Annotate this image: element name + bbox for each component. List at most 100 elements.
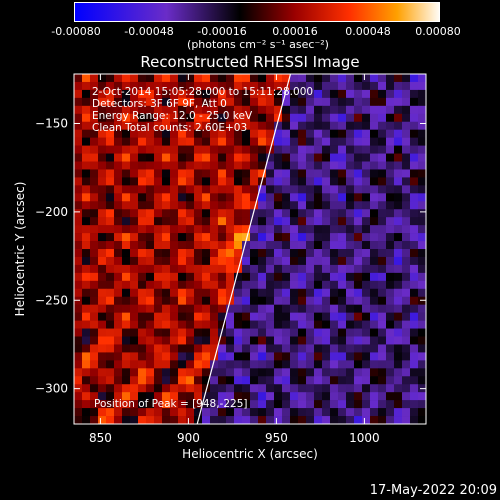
heatmap-cell (362, 328, 371, 337)
heatmap-cell (298, 392, 307, 401)
heatmap-cell (402, 89, 411, 99)
heatmap-cell (322, 233, 331, 242)
heatmap-cell (82, 233, 91, 242)
heatmap-cell (130, 113, 139, 123)
heatmap-cell (306, 113, 315, 123)
heatmap-cell (194, 145, 203, 154)
heatmap-cell (314, 376, 323, 385)
heatmap-cell (210, 272, 219, 282)
heatmap-cell (122, 121, 131, 130)
heatmap-cell (378, 400, 387, 409)
heatmap-cell (386, 392, 395, 401)
heatmap-cell (370, 400, 379, 409)
heatmap-cell (162, 256, 171, 266)
heatmap-cell (314, 217, 323, 226)
heatmap-cell (250, 169, 259, 178)
heatmap-cell (266, 288, 275, 298)
heatmap-cell (114, 97, 123, 107)
heatmap-cell (178, 121, 187, 130)
heatmap-cell (202, 113, 211, 123)
heatmap-cell (274, 81, 283, 91)
heatmap-cell (330, 280, 339, 290)
heatmap-cell (106, 97, 115, 107)
heatmap-cell (74, 304, 83, 313)
heatmap-cell (378, 328, 387, 337)
x-tick-label: 900 (177, 431, 200, 445)
heatmap-cell (250, 352, 259, 361)
heatmap-cell (338, 89, 347, 99)
heatmap-cell (250, 408, 259, 417)
heatmap-cell (250, 81, 259, 91)
heatmap-cell (362, 296, 371, 305)
heatmap-cell (290, 161, 299, 170)
heatmap-cell (274, 352, 283, 361)
heatmap-cell (130, 209, 139, 218)
heatmap-cell (170, 256, 179, 266)
heatmap-cell (362, 360, 371, 369)
heatmap-cell (114, 217, 123, 226)
heatmap-cell (194, 193, 203, 202)
heatmap-cell (330, 185, 339, 194)
heatmap-cell (154, 336, 163, 345)
heatmap-cell (90, 264, 99, 274)
heatmap-cell (410, 97, 419, 107)
heatmap-cell (274, 225, 283, 234)
heatmap-cell (418, 129, 427, 138)
heatmap-cell (274, 185, 283, 194)
heatmap-cell (338, 193, 347, 202)
heatmap-cell (402, 201, 411, 210)
heatmap-cell (330, 256, 339, 266)
heatmap-cell (386, 272, 395, 282)
heatmap-cell (82, 296, 91, 305)
heatmap-cell (258, 272, 267, 282)
heatmap-cell (170, 137, 179, 146)
heatmap-cell (250, 328, 259, 337)
heatmap-cell (82, 209, 91, 218)
heatmap-cell (146, 209, 155, 218)
heatmap-cell (338, 352, 347, 361)
heatmap-cell (122, 304, 131, 313)
heatmap-cell (410, 193, 419, 202)
heatmap-cell (314, 249, 323, 258)
heatmap-cell (178, 233, 187, 242)
heatmap-cell (74, 113, 83, 123)
heatmap-cell (218, 233, 227, 242)
heatmap-cell (186, 145, 195, 154)
heatmap-cell (226, 209, 235, 218)
heatmap-cell (266, 272, 275, 282)
heatmap-cell (170, 161, 179, 170)
heatmap-cell (290, 97, 299, 107)
heatmap-cell (170, 145, 179, 154)
heatmap-cell (146, 384, 155, 393)
heatmap-cell (194, 74, 203, 83)
heatmap-cell (178, 408, 187, 417)
heatmap-cell (226, 217, 235, 226)
heatmap-cell (226, 320, 235, 329)
heatmap-cell (258, 161, 267, 170)
heatmap-cell (354, 121, 363, 130)
heatmap-cell (210, 344, 219, 353)
heatmap-cell (394, 288, 403, 298)
heatmap-cell (282, 264, 291, 274)
heatmap-cell (98, 296, 107, 305)
heatmap-cell (346, 384, 355, 393)
heatmap-cell (186, 272, 195, 282)
heatmap-cell (178, 129, 187, 138)
heatmap-cell (282, 408, 291, 417)
heatmap-cell (418, 376, 427, 385)
heatmap-cell (394, 113, 403, 123)
heatmap-cell (210, 121, 219, 130)
heatmap-cell (346, 153, 355, 162)
heatmap-cell (346, 233, 355, 242)
heatmap-cell (394, 97, 403, 107)
heatmap-cell (322, 161, 331, 170)
heatmap-cell (282, 177, 291, 186)
heatmap-cell (234, 328, 243, 337)
heatmap-cell (74, 360, 83, 369)
heatmap-cell (354, 97, 363, 107)
heatmap-cell (146, 320, 155, 329)
heatmap-cell (282, 225, 291, 234)
heatmap-cell (338, 304, 347, 313)
heatmap-cell (330, 74, 339, 83)
heatmap-cell (242, 272, 251, 282)
